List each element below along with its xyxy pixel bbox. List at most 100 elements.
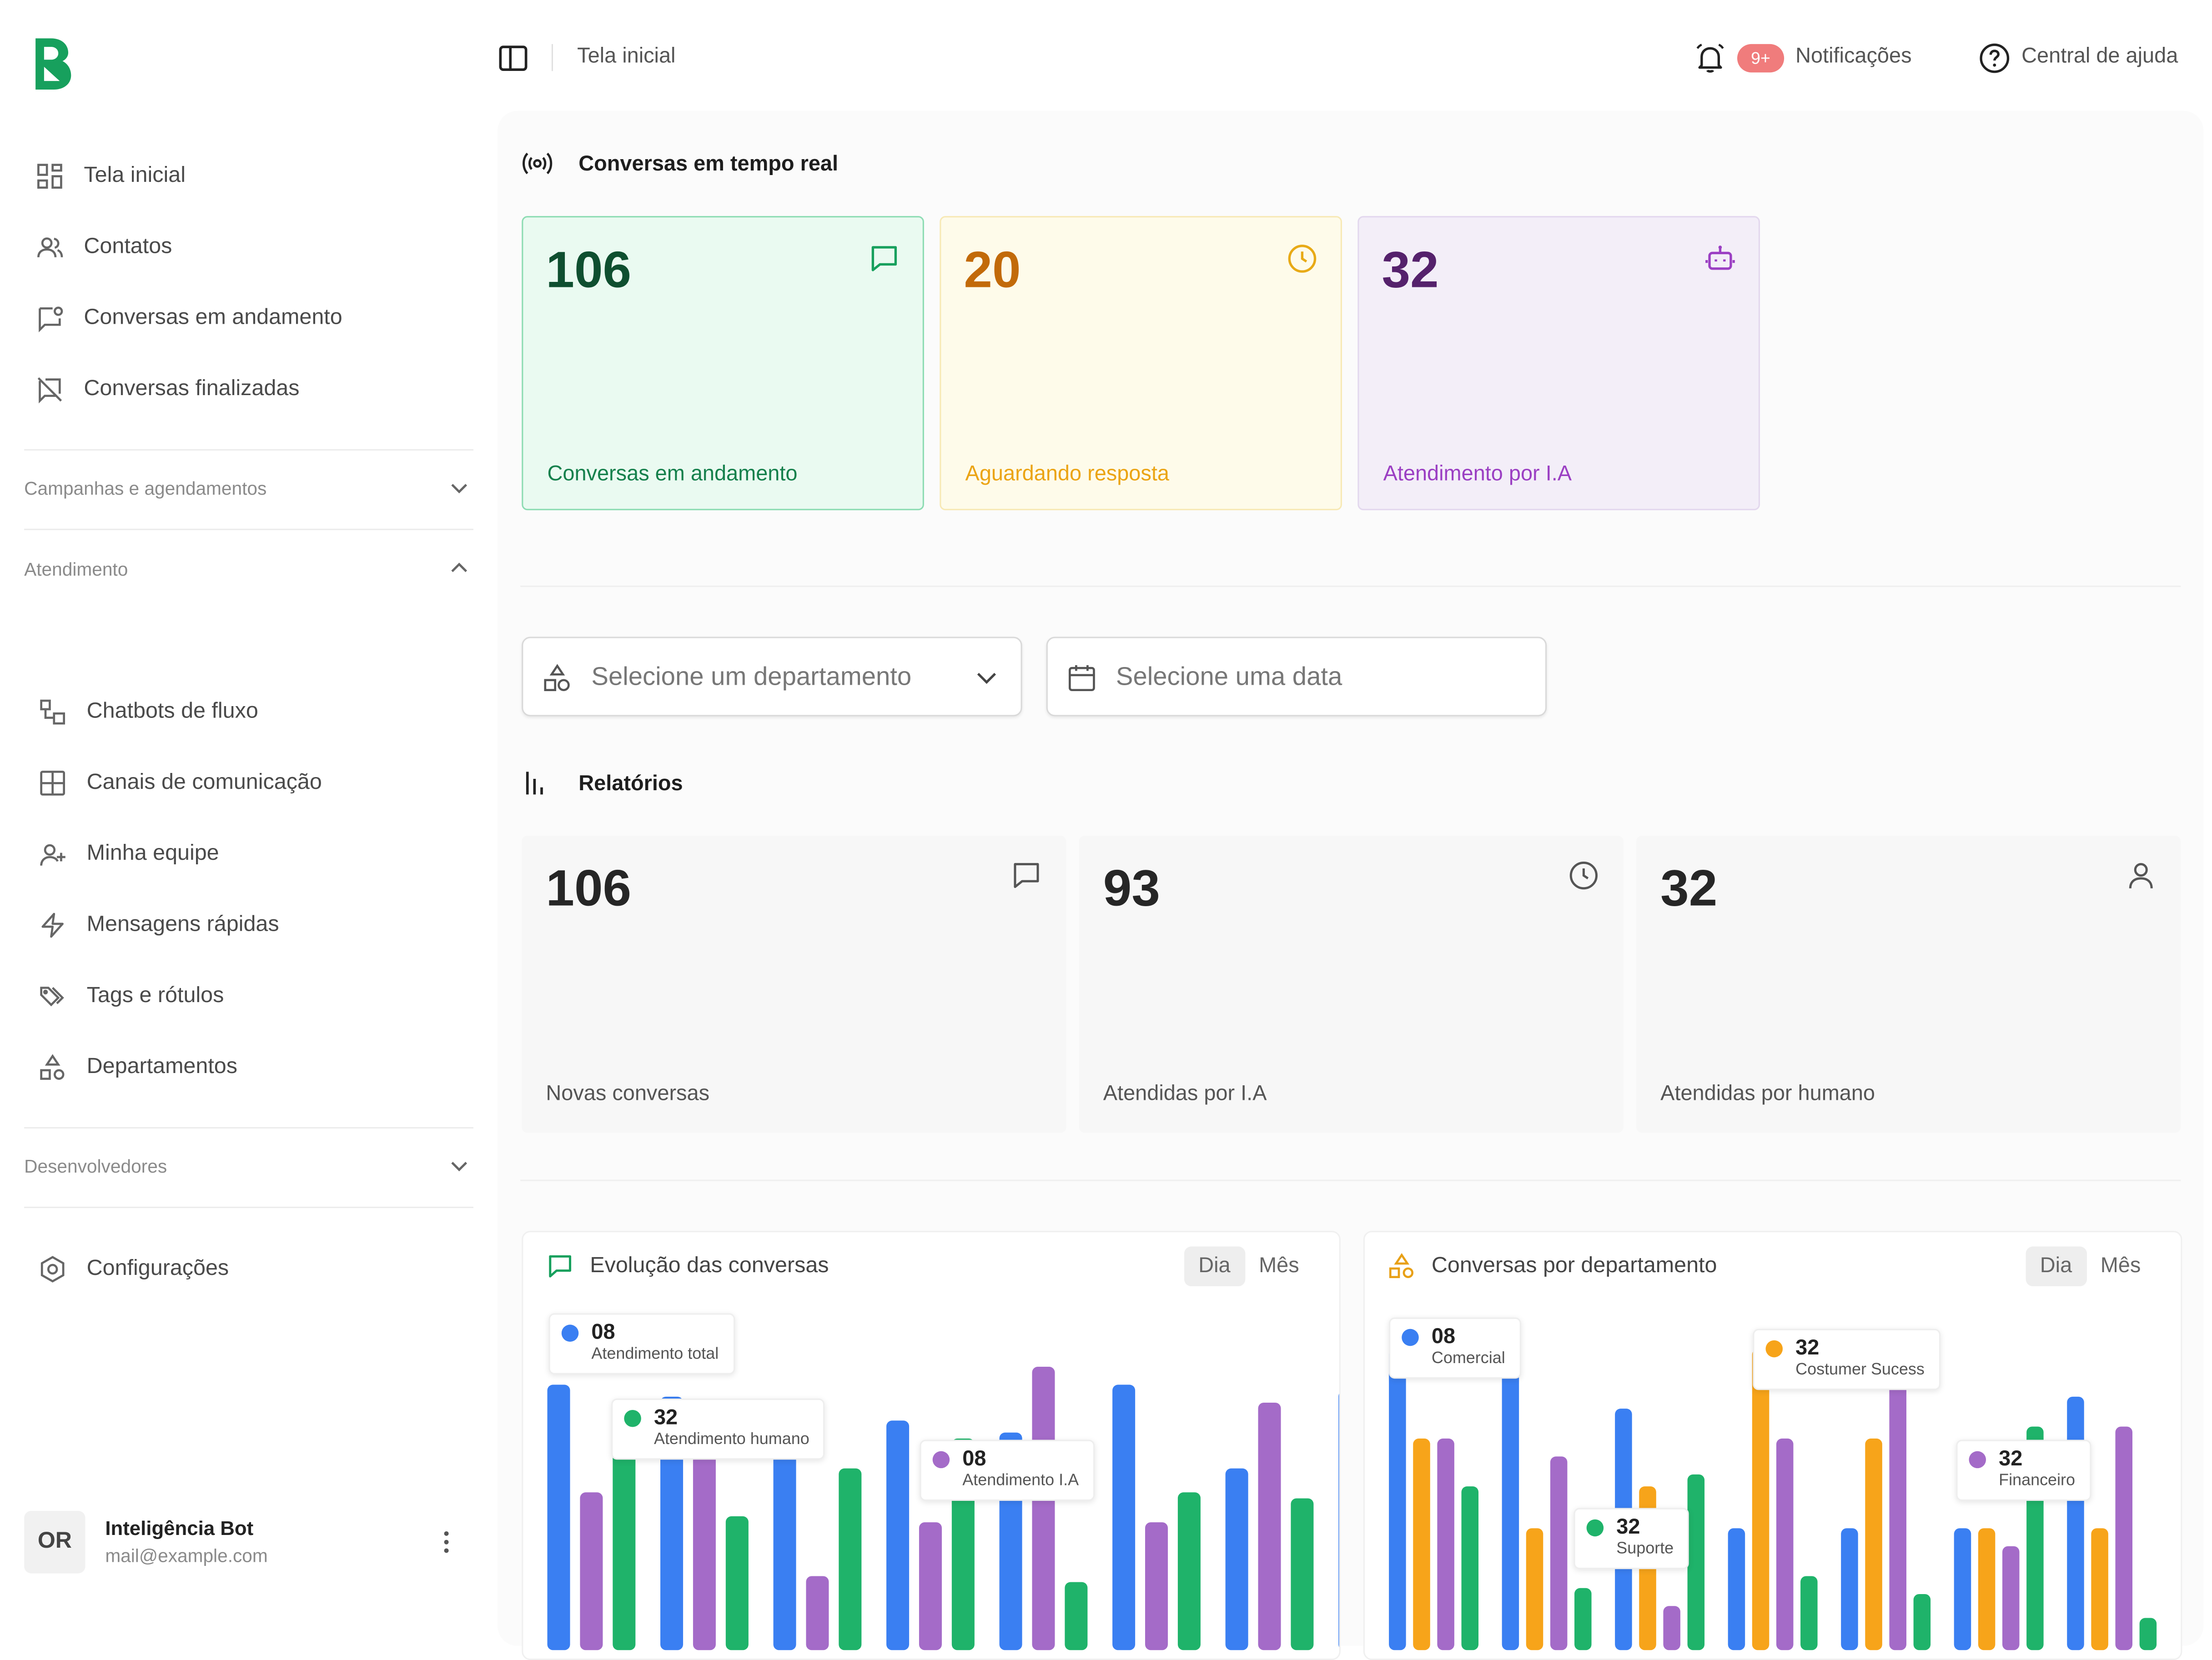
bar-atendimento-humano-5[interactable] bbox=[1177, 1492, 1201, 1650]
bar-suporte-5[interactable] bbox=[2002, 1546, 2020, 1650]
bar-financeiro-2[interactable] bbox=[1687, 1474, 1705, 1650]
shapes-icon bbox=[544, 664, 570, 692]
tooltip-label: Comercial bbox=[1431, 1350, 1505, 1368]
broadcast-icon bbox=[523, 152, 553, 175]
bar-atendimento-i-a-5[interactable] bbox=[1145, 1522, 1168, 1650]
bar-costumer-sucess-3[interactable] bbox=[1752, 1349, 1770, 1650]
bar-comercial-4[interactable] bbox=[1841, 1528, 1858, 1650]
help-center-link[interactable]: Central de ajuda bbox=[2021, 44, 2178, 69]
nav-configuracoes[interactable]: Configurações bbox=[37, 1251, 229, 1288]
bar-comercial-5[interactable] bbox=[1954, 1528, 1971, 1650]
nav-tags-rotulos[interactable]: Tags e rótulos bbox=[37, 978, 224, 1015]
bar-costumer-sucess-1[interactable] bbox=[1526, 1528, 1543, 1650]
bar-atendimento-i-a-2[interactable] bbox=[806, 1576, 829, 1650]
legend-dot bbox=[1402, 1329, 1419, 1346]
bar-atendimento-total-2[interactable] bbox=[773, 1402, 796, 1650]
bar-comercial-1[interactable] bbox=[1502, 1360, 1519, 1650]
report-card-novas[interactable]: 106 Novas conversas bbox=[522, 836, 1066, 1133]
chart-departamento-card: Conversas por departamento Dia Mês 08 Co… bbox=[1363, 1231, 2182, 1660]
realtime-card-aguardando[interactable]: 20 Aguardando resposta bbox=[940, 216, 1342, 511]
bar-suporte-4[interactable] bbox=[1889, 1349, 1906, 1650]
section-label: Desenvolvedores bbox=[24, 1154, 167, 1176]
department-select-placeholder: Selecione um departamento bbox=[591, 662, 912, 691]
nav-contatos[interactable]: Contatos bbox=[34, 229, 172, 266]
bar-atendimento-i-a-0[interactable] bbox=[580, 1492, 603, 1650]
nav-departamentos[interactable]: Departamentos bbox=[37, 1049, 237, 1086]
bar-atendimento-i-a-3[interactable] bbox=[919, 1522, 942, 1650]
bar-suporte-2[interactable] bbox=[1663, 1606, 1680, 1650]
date-picker[interactable]: Selecione uma data bbox=[1046, 637, 1547, 717]
realtime-card-andamento[interactable]: 106 Conversas em andamento bbox=[522, 216, 924, 511]
bar-costumer-sucess-5[interactable] bbox=[1978, 1528, 1996, 1650]
tooltip-label: Costumer Sucess bbox=[1795, 1361, 1925, 1379]
bell-icon[interactable] bbox=[1693, 41, 1727, 75]
bar-atendimento-total-3[interactable] bbox=[886, 1420, 910, 1650]
bar-atendimento-total-0[interactable] bbox=[547, 1384, 570, 1650]
nav-canais-comunicacao[interactable]: Canais de comunicação bbox=[37, 765, 322, 802]
bar-atendimento-total-5[interactable] bbox=[1112, 1384, 1136, 1650]
toggle-dia[interactable]: Dia bbox=[2026, 1246, 2086, 1287]
chevron-down-icon bbox=[451, 1162, 468, 1172]
nav-label: Conversas finalizadas bbox=[84, 376, 300, 401]
bar-suporte-6[interactable] bbox=[2115, 1426, 2132, 1650]
bar-financeiro-1[interactable] bbox=[1574, 1588, 1592, 1650]
bar-financeiro-3[interactable] bbox=[1800, 1576, 1818, 1650]
bar-comercial-3[interactable] bbox=[1728, 1528, 1745, 1650]
bar-atendimento-humano-2[interactable] bbox=[839, 1468, 862, 1650]
period-toggle: Dia Mês bbox=[2026, 1246, 2155, 1287]
toggle-mes[interactable]: Mês bbox=[1259, 1254, 1299, 1278]
sidebar-toggle-icon[interactable] bbox=[498, 43, 529, 74]
bar-atendimento-humano-1[interactable] bbox=[725, 1516, 749, 1650]
nav-conversas-finalizadas[interactable]: Conversas finalizadas bbox=[34, 371, 299, 408]
bar-financeiro-6[interactable] bbox=[2139, 1618, 2157, 1650]
bar-atendimento-i-a-4[interactable] bbox=[1032, 1367, 1055, 1650]
chart-tooltip: 08 Atendimento total bbox=[548, 1313, 734, 1374]
tooltip-label: Financeiro bbox=[1999, 1472, 2076, 1490]
bar-atendimento-i-a-1[interactable] bbox=[693, 1444, 716, 1650]
nav-minha-equipe[interactable]: Minha equipe bbox=[37, 836, 219, 873]
tooltip-label: Suporte bbox=[1616, 1540, 1674, 1558]
bar-suporte-0[interactable] bbox=[1437, 1438, 1454, 1650]
bar-costumer-sucess-0[interactable] bbox=[1413, 1438, 1430, 1650]
report-card-humano[interactable]: 32 Atendidas por humano bbox=[1636, 836, 2181, 1133]
bar-atendimento-humano-6[interactable] bbox=[1291, 1498, 1314, 1650]
card-label: Atendimento por I.A bbox=[1383, 461, 1572, 486]
bar-comercial-6[interactable] bbox=[2067, 1396, 2084, 1650]
nav-chatbots-fluxo[interactable]: Chatbots de fluxo bbox=[37, 693, 258, 730]
bar-atendimento-humano-0[interactable] bbox=[613, 1426, 636, 1650]
bar-comercial-0[interactable] bbox=[1389, 1349, 1406, 1650]
toggle-mes[interactable]: Mês bbox=[2100, 1254, 2141, 1278]
bar-financeiro-4[interactable] bbox=[1913, 1594, 1931, 1650]
bar-suporte-3[interactable] bbox=[1776, 1438, 1794, 1650]
notifications-link[interactable]: Notificações bbox=[1795, 44, 1912, 69]
user-profile[interactable]: OR Inteligência Bot mail@example.com bbox=[24, 1510, 473, 1574]
brand-logo[interactable] bbox=[31, 34, 74, 94]
bar-atendimento-i-a-6[interactable] bbox=[1258, 1402, 1281, 1650]
section-atendimento-toggle[interactable]: Atendimento bbox=[24, 557, 471, 580]
bar-financeiro-0[interactable] bbox=[1461, 1486, 1479, 1650]
bar-atendimento-humano-4[interactable] bbox=[1065, 1582, 1088, 1650]
chat-icon bbox=[871, 246, 897, 271]
help-circle-icon[interactable] bbox=[1977, 41, 2011, 75]
nav-mensagens-rapidas[interactable]: Mensagens rápidas bbox=[37, 907, 279, 943]
department-select[interactable]: Selecione um departamento bbox=[522, 637, 1022, 717]
clock-icon bbox=[1569, 861, 1598, 890]
tooltip-value: 08 bbox=[591, 1320, 615, 1345]
nav-conversas-andamento[interactable]: Conversas em andamento bbox=[34, 300, 342, 337]
section-desenvolvedores-toggle[interactable]: Desenvolvedores bbox=[24, 1154, 471, 1177]
chart-title: Conversas por departamento bbox=[1431, 1254, 1717, 1278]
more-vertical-icon[interactable] bbox=[437, 1525, 457, 1559]
bar-costumer-sucess-6[interactable] bbox=[2091, 1528, 2108, 1650]
realtime-card-ia[interactable]: 32 Atendimento por I.A bbox=[1357, 216, 1760, 511]
legend-dot bbox=[932, 1451, 950, 1469]
nav-tela-inicial[interactable]: Tela inicial bbox=[34, 158, 186, 195]
bar-costumer-sucess-4[interactable] bbox=[1865, 1438, 1882, 1650]
bar-atendimento-total-6[interactable] bbox=[1225, 1468, 1248, 1650]
bar-atendimento-total-7[interactable] bbox=[1338, 1391, 1339, 1650]
report-card-ia[interactable]: 93 Atendidas por I.A bbox=[1079, 836, 1624, 1133]
toggle-dia[interactable]: Dia bbox=[1184, 1246, 1245, 1287]
bar-suporte-1[interactable] bbox=[1550, 1456, 1568, 1650]
section-campanhas-toggle[interactable]: Campanhas e agendamentos bbox=[24, 476, 471, 499]
nav-label: Tags e rótulos bbox=[86, 983, 224, 1008]
bar-atendimento-total-1[interactable] bbox=[660, 1396, 684, 1650]
